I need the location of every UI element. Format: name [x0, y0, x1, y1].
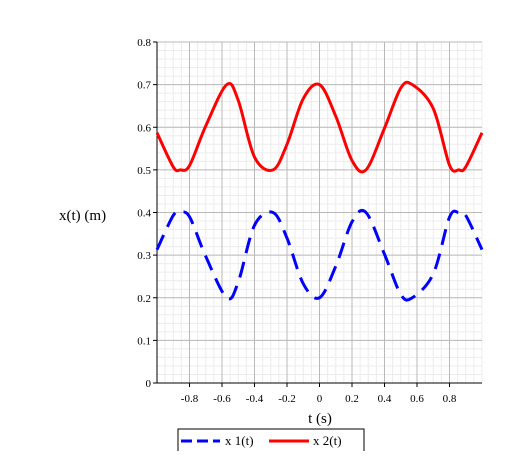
y-tick-label: 0.7	[137, 80, 151, 92]
series-group	[155, 80, 484, 302]
y-tick-label: 0.8	[137, 37, 151, 49]
x-tick-label: -0.6	[213, 393, 231, 405]
series-line-1	[155, 208, 484, 302]
x-axis-title: t (s)	[308, 411, 332, 427]
series-line-2	[155, 80, 484, 174]
y-tick-label: 0.3	[137, 250, 151, 262]
legend: x 1(t) x 2(t)	[177, 428, 365, 454]
y-tick-label: 0.6	[137, 122, 151, 134]
grid	[156, 41, 483, 384]
axes	[153, 41, 482, 387]
x-tick-label: 0.8	[443, 393, 457, 405]
y-tick-label: 0	[146, 378, 152, 390]
x-tick-label: -0.8	[181, 393, 199, 405]
x-tick-label: -0.2	[278, 393, 295, 405]
legend-label-x1: x 1(t)	[225, 433, 254, 448]
y-tick-label: 0.1	[137, 335, 151, 347]
x-tick-label: -0.4	[246, 393, 264, 405]
x-tick-label: 0	[317, 393, 323, 405]
y-tick-label: 0.4	[137, 208, 151, 220]
x-tick-label: 0.6	[410, 393, 424, 405]
x-tick-label: 0.2	[345, 393, 359, 405]
tick-labels: 0 0.1 0.2 0.3 0.4 0.5 0.6 0.7 0.8 -0.8 -0.6 -0.4 -0.…	[137, 37, 457, 405]
x-tick-label: 0.4	[378, 393, 392, 405]
y-tick-label: 0.5	[137, 165, 151, 177]
y-tick-label: 0.2	[137, 293, 151, 305]
legend-label-x2: x 2(t)	[313, 433, 342, 448]
y-axis-title: x(t) (m)	[59, 208, 106, 224]
